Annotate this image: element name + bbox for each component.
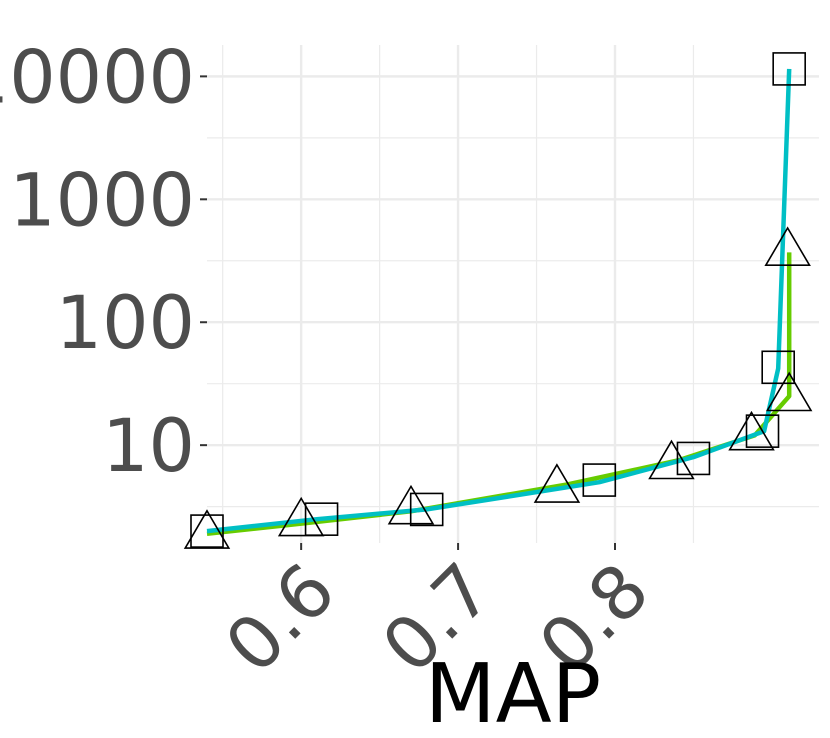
- plot-panel: [207, 45, 819, 543]
- x-tick-label-0: 0.6: [210, 548, 352, 690]
- series-line-0: [206, 252, 792, 537]
- grid: [207, 45, 819, 543]
- series-0-triangle-point-5: [728, 410, 775, 451]
- series-1-square-point-6: [761, 350, 796, 385]
- series-1-square-point-7: [772, 52, 806, 86]
- series-1-square-point-3: [582, 463, 617, 497]
- series-0-triangle-point-0: [183, 509, 231, 549]
- series-1-square-point-1: [304, 502, 339, 536]
- series-0-triangle-point-1: [277, 496, 325, 537]
- y-tick-label-1: 100: [56, 281, 195, 366]
- marker-layer: [183, 52, 813, 549]
- series-1-square-point-5: [745, 414, 780, 448]
- series-1-square-point-2: [409, 492, 444, 527]
- series-0-triangle-point-3: [533, 463, 581, 503]
- series-0-triangle-point-6: [765, 371, 813, 412]
- series-1-square-point-0: [190, 514, 224, 548]
- series-0-triangle-point-4: [648, 439, 695, 480]
- series-1-square-point-4: [676, 441, 711, 476]
- series-0-triangle-point-7: [764, 226, 811, 267]
- y-tick-label-0: 10: [102, 404, 195, 489]
- series-line-1: [206, 68, 792, 534]
- series-layer: [206, 68, 792, 537]
- y-tick-label-2: 1000: [9, 158, 195, 243]
- x-axis-title: MAP: [425, 647, 601, 738]
